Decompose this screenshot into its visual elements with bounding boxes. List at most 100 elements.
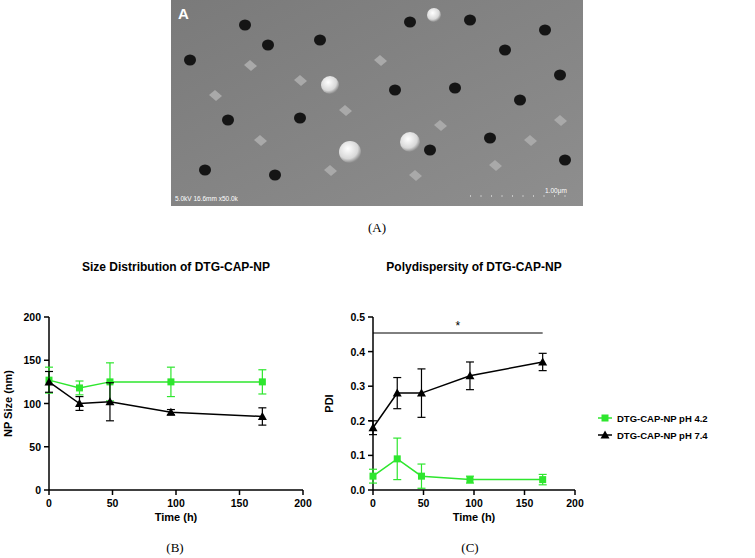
sem-particle bbox=[524, 135, 537, 146]
data-point bbox=[466, 476, 473, 483]
x-tick-label: 100 bbox=[465, 497, 483, 509]
x-tick-label: 200 bbox=[566, 497, 584, 509]
series-line bbox=[49, 382, 262, 417]
chart-title: Polydispersity of DTG-CAP-NP bbox=[386, 260, 561, 274]
sem-particle bbox=[489, 160, 502, 171]
sem-pore bbox=[262, 40, 274, 51]
data-point bbox=[75, 399, 84, 407]
y-tick bbox=[368, 385, 373, 387]
y-tick bbox=[44, 316, 49, 318]
y-tick bbox=[368, 316, 373, 318]
y-tick-label: 200 bbox=[23, 311, 41, 323]
error-cap bbox=[45, 393, 53, 394]
error-cap bbox=[258, 425, 266, 426]
error-bar bbox=[75, 397, 83, 411]
error-bar bbox=[45, 371, 53, 392]
y-tick-label: 50 bbox=[29, 441, 41, 453]
panel-caption: (B) bbox=[166, 540, 183, 555]
sem-pore bbox=[269, 170, 281, 181]
x-tick-label: 50 bbox=[418, 497, 430, 509]
data-point bbox=[167, 378, 174, 385]
error-bar bbox=[539, 474, 547, 484]
error-bar bbox=[417, 464, 425, 488]
x-tick-label: 0 bbox=[46, 497, 52, 509]
panel-caption: (C) bbox=[461, 540, 478, 555]
error-cap bbox=[45, 367, 53, 368]
x-tick bbox=[473, 490, 475, 495]
sem-particle bbox=[374, 55, 387, 66]
data-point bbox=[45, 377, 54, 385]
chart-title: Size Distribution of DTG-CAP-NP bbox=[82, 260, 270, 274]
x-tick-label: 200 bbox=[294, 497, 312, 509]
error-cap bbox=[258, 407, 266, 408]
error-bar bbox=[369, 421, 377, 435]
error-bar bbox=[45, 367, 53, 393]
y-tick-label: 0 bbox=[35, 484, 41, 496]
sem-pore bbox=[484, 133, 496, 144]
sem-background bbox=[171, 0, 583, 206]
sem-pore bbox=[314, 35, 326, 46]
sem-pore bbox=[184, 55, 196, 66]
error-bar bbox=[466, 476, 474, 483]
error-cap bbox=[75, 394, 83, 395]
error-cap bbox=[539, 474, 547, 475]
error-cap bbox=[45, 371, 53, 372]
error-cap bbox=[75, 380, 83, 381]
x-tick bbox=[372, 490, 374, 495]
sem-pore bbox=[199, 165, 211, 176]
sem-particle bbox=[294, 75, 307, 86]
y-tick bbox=[368, 351, 373, 353]
sem-pore bbox=[389, 85, 401, 96]
error-cap bbox=[369, 469, 377, 470]
y-tick bbox=[44, 403, 49, 405]
error-cap bbox=[393, 438, 401, 439]
sem-particle bbox=[434, 120, 447, 131]
error-cap bbox=[75, 396, 83, 397]
error-bar bbox=[417, 369, 425, 417]
chart: Polydispersity of DTG-CAP-NP0.00.10.20.3… bbox=[323, 260, 584, 523]
error-cap bbox=[106, 420, 114, 421]
error-cap bbox=[106, 362, 114, 363]
error-cap bbox=[369, 434, 377, 435]
scale-label: 1.00μm bbox=[545, 187, 567, 195]
error-cap bbox=[539, 353, 547, 354]
legend-label: DTG-CAP-NP pH 4.2 bbox=[617, 413, 708, 424]
y-tick bbox=[44, 446, 49, 448]
sem-pore bbox=[539, 25, 551, 36]
error-bar bbox=[167, 367, 175, 396]
panel-label: A bbox=[178, 5, 189, 22]
data-point bbox=[393, 389, 402, 397]
sem-particle bbox=[254, 135, 267, 146]
error-cap bbox=[106, 382, 114, 383]
error-bar bbox=[539, 353, 547, 370]
error-cap bbox=[417, 463, 425, 464]
sem-image: A5.0kV 16.6mm x50.0k1.00μm bbox=[171, 0, 583, 206]
error-cap bbox=[539, 484, 547, 485]
y-tick-label: 0.1 bbox=[350, 449, 365, 461]
error-bar bbox=[106, 383, 114, 421]
chart: Size Distribution of DTG-CAP-NP050100150… bbox=[2, 260, 312, 523]
error-bar bbox=[258, 408, 266, 425]
x-tick bbox=[574, 490, 576, 495]
x-axis-label: Time (h) bbox=[155, 511, 198, 523]
error-bar bbox=[258, 370, 266, 394]
data-point bbox=[259, 378, 266, 385]
legend-marker bbox=[602, 415, 609, 422]
legend: DTG-CAP-NP pH 4.2DTG-CAP-NP pH 7.4 bbox=[598, 413, 708, 441]
error-cap bbox=[393, 408, 401, 409]
series-line bbox=[373, 362, 543, 428]
x-tick bbox=[48, 490, 50, 495]
y-tick bbox=[44, 360, 49, 362]
data-point bbox=[539, 476, 546, 483]
y-axis-label: NP Size (nm) bbox=[2, 370, 14, 437]
y-tick-label: 0.4 bbox=[350, 346, 365, 358]
sem-pore bbox=[222, 115, 234, 126]
sem-pore bbox=[239, 20, 251, 31]
legend-marker bbox=[601, 431, 610, 439]
x-tick bbox=[302, 490, 304, 495]
error-bar bbox=[393, 438, 401, 480]
y-tick-label: 0.5 bbox=[350, 311, 365, 323]
x-tick-label: 150 bbox=[231, 497, 249, 509]
data-point bbox=[105, 397, 114, 405]
figure: A5.0kV 16.6mm x50.0k1.00μm(A)Size Distri… bbox=[0, 0, 755, 558]
